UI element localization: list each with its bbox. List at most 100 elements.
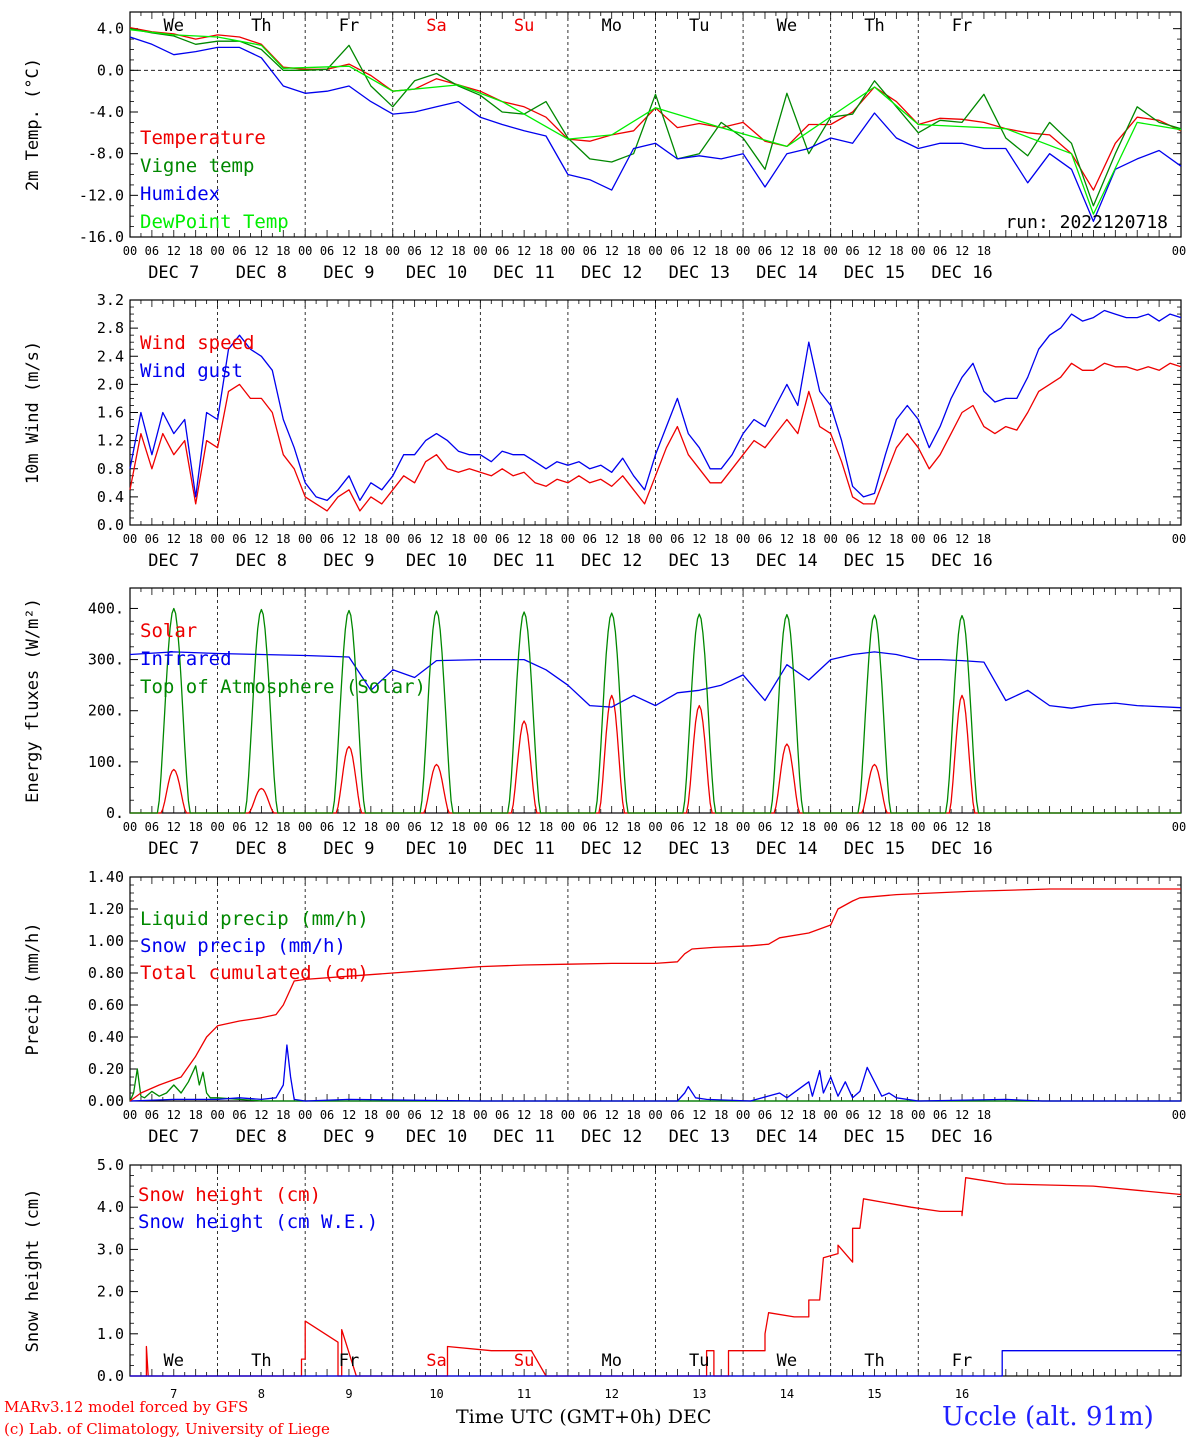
weekday-label: Th — [864, 16, 884, 36]
hour-tick-label: 06 — [495, 532, 509, 546]
hour-tick-label: 06 — [407, 244, 421, 258]
hour-tick-label: 06 — [232, 1108, 246, 1122]
hour-tick-label: 06 — [845, 820, 859, 834]
hour-tick-label: 06 — [933, 1108, 947, 1122]
weekday-label: Mo — [601, 1351, 621, 1371]
hour-tick-label: 00 — [298, 820, 312, 834]
hour-tick-label: 00 — [823, 532, 837, 546]
legend-entry: Snow precip (mm/h) — [140, 935, 346, 957]
hour-tick-label: 12 — [955, 244, 969, 258]
hour-tick-label: 06 — [670, 244, 684, 258]
day-label: DEC 8 — [236, 1127, 287, 1147]
hour-tick-label: 12 — [254, 1108, 268, 1122]
hour-tick-label: 06 — [845, 244, 859, 258]
day-label: DEC 12 — [581, 263, 642, 283]
day-label: DEC 16 — [931, 263, 992, 283]
day-number-label: 14 — [780, 1387, 794, 1401]
day-label: DEC 12 — [581, 839, 642, 859]
hour-tick-label: 06 — [845, 1108, 859, 1122]
hour-tick-label: 06 — [407, 820, 421, 834]
legend-entry: Temperature — [140, 127, 266, 149]
hour-tick-label: 00 — [911, 244, 925, 258]
hour-tick-label: 00 — [386, 244, 400, 258]
y-tick-label: 0.20 — [88, 1060, 124, 1078]
hour-tick-label: 00 — [210, 820, 224, 834]
hour-tick-label: 00 — [298, 1108, 312, 1122]
weekday-label: Su — [514, 16, 534, 36]
hour-tick-label: 18 — [539, 244, 553, 258]
hour-tick-label: 12 — [342, 1108, 356, 1122]
y-tick-label: 0.00 — [88, 1092, 124, 1110]
hour-tick-label: 18 — [802, 820, 816, 834]
hour-tick-label: 12 — [604, 532, 618, 546]
hour-tick-label: 06 — [320, 244, 334, 258]
hour-tick-label: 18 — [539, 1108, 553, 1122]
hour-tick-label: 00 — [648, 532, 662, 546]
legend-entry: Solar — [140, 620, 197, 642]
hour-tick-label: 00 — [648, 244, 662, 258]
day-label: DEC 14 — [756, 551, 817, 571]
hour-tick-label: 00 — [561, 820, 575, 834]
hour-tick-label: 18 — [276, 532, 290, 546]
hour-tick-label: 00 — [123, 532, 137, 546]
hour-tick-label: 00 — [210, 244, 224, 258]
hour-tick-label: 18 — [276, 820, 290, 834]
hour-tick-label: 18 — [626, 532, 640, 546]
hour-tick-label: 06 — [145, 820, 159, 834]
hour-tick-label: 12 — [692, 820, 706, 834]
panel-1 — [129, 11, 1182, 238]
hour-tick-label: 06 — [670, 1108, 684, 1122]
model-credit-line: MARv3.12 model forced by GFS — [4, 1398, 249, 1416]
hour-tick-label: 18 — [714, 532, 728, 546]
hour-tick-label: 18 — [188, 244, 202, 258]
series-line-humidex — [129, 36, 1182, 223]
y-tick-label: -4.0 — [88, 103, 124, 121]
hour-tick-label: 06 — [232, 820, 246, 834]
weekday-label: Tu — [689, 16, 709, 36]
y-tick-label: 4.0 — [97, 1198, 124, 1216]
hour-tick-label: 00 — [648, 1108, 662, 1122]
series-line-wind-gust — [129, 309, 1182, 502]
day-label: DEC 16 — [931, 1127, 992, 1147]
hour-tick-label: 12 — [167, 820, 181, 834]
hour-tick-label: 12 — [955, 820, 969, 834]
weekday-label: Fr — [952, 16, 972, 36]
day-label: DEC 13 — [669, 839, 730, 859]
hour-tick-label: 18 — [977, 820, 991, 834]
day-label: DEC 13 — [669, 263, 730, 283]
day-label: DEC 13 — [669, 551, 730, 571]
series-line-snow-precip-mm-h- — [129, 1044, 1181, 1102]
weekday-label: Fr — [339, 16, 359, 36]
day-label: DEC 8 — [236, 263, 287, 283]
hour-tick-label: 12 — [780, 244, 794, 258]
hour-tick-label: 12 — [955, 1108, 969, 1122]
hour-tick-label: 00 — [123, 244, 137, 258]
day-label: DEC 14 — [756, 1127, 817, 1147]
station-name: Uccle (alt. 91m) — [942, 1402, 1154, 1432]
hour-tick-label: 18 — [276, 244, 290, 258]
day-label: DEC 15 — [844, 263, 905, 283]
hour-tick-label: 12 — [780, 532, 794, 546]
hour-tick-label: 18 — [889, 532, 903, 546]
day-number-label: 16 — [955, 1387, 969, 1401]
hour-tick-label: 12 — [342, 820, 356, 834]
weekday-label: Sa — [426, 16, 446, 36]
panel-frame — [129, 587, 1182, 814]
legend-entry: Wind speed — [140, 332, 254, 354]
day-label: DEC 15 — [844, 1127, 905, 1147]
hour-tick-label: 06 — [232, 532, 246, 546]
hour-tick-label: 00 — [736, 244, 750, 258]
hour-tick-label: 18 — [188, 532, 202, 546]
legend-entry: Humidex — [140, 183, 220, 205]
hour-tick-label: 12 — [517, 532, 531, 546]
hour-tick-label: 00 — [1172, 244, 1186, 258]
day-label: DEC 11 — [493, 839, 554, 859]
hour-tick-label: 18 — [188, 820, 202, 834]
hour-tick-label: 12 — [604, 820, 618, 834]
panel-4 — [129, 876, 1182, 1102]
weekday-label: Mo — [601, 16, 621, 36]
y-tick-label: 1.20 — [88, 900, 124, 918]
hour-tick-label: 06 — [758, 820, 772, 834]
y-tick-label: 1.00 — [88, 932, 124, 950]
hour-tick-label: 06 — [145, 1108, 159, 1122]
